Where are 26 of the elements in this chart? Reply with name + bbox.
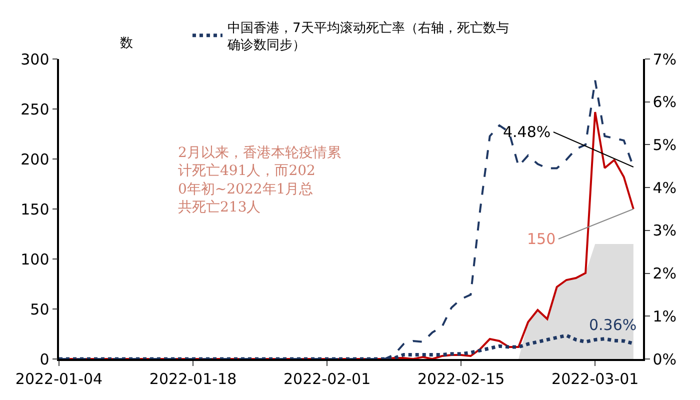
y-tick-label: 150 [20,200,50,218]
x-tick-label: 2022-01-04 [15,370,103,388]
legend-label: 中国香港，7天平均滚动死亡率（右轴，死亡数与确诊数同步） [226,20,509,53]
annotation: 0.36% [589,316,637,334]
y-tick-label: 50 [30,300,50,318]
annotation: 2月以来，香港本轮疫情累计死亡491人，而2020年初~2022年1月总共死亡213人 [178,145,341,216]
annotation: 150 [527,230,556,248]
y-tick-label: 300 [20,50,50,68]
y-tick-label: 250 [20,100,50,118]
y2-tick-label: 2% [652,264,677,283]
y2-tick-label: 4% [652,178,677,197]
y2-tick-label: 5% [652,136,677,154]
annotation: 4.48% [503,123,551,141]
y-tick-label: 200 [20,150,50,168]
y-tick-label: 0 [40,350,50,368]
y2-tick-label: 6% [652,93,677,112]
y2-tick-label: 7% [652,50,677,68]
y-tick-label: 100 [20,250,50,268]
y2-tick-label: 0% [652,350,677,368]
x-tick-label: 2022-01-18 [149,370,237,388]
y-axis-title: 数 [120,36,133,51]
x-tick-label: 2022-02-01 [283,370,371,388]
x-tick-label: 2022-03-01 [552,370,639,388]
x-tick-label: 2022-02-15 [418,370,505,388]
y2-tick-label: 1% [652,307,677,326]
y2-tick-label: 3% [652,222,677,240]
